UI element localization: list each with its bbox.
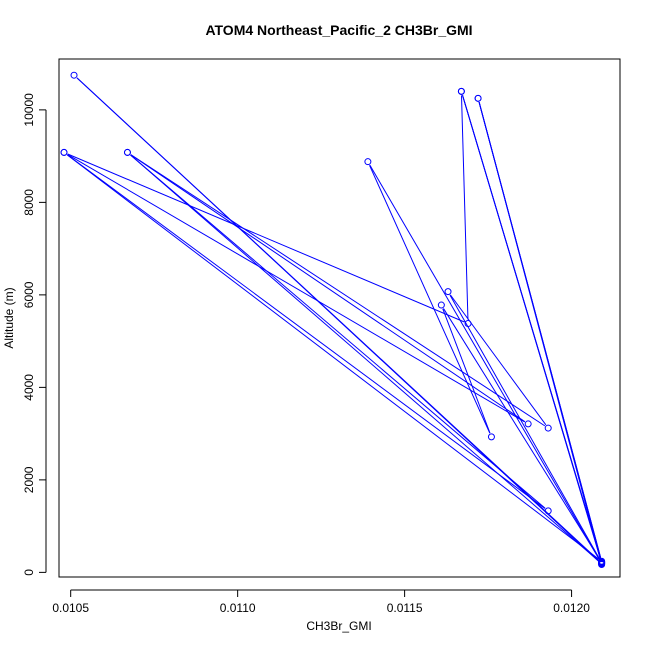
data-point — [123, 148, 131, 156]
series-line-segment — [443, 308, 600, 560]
series-points — [60, 71, 606, 569]
series-line-segment — [460, 95, 469, 320]
series-line-segment — [442, 308, 491, 434]
series-line-segment — [130, 154, 546, 509]
series-line-segment — [462, 95, 601, 559]
series-line-segment — [478, 102, 602, 561]
y-tick-label: 8000 — [22, 189, 36, 216]
data-point — [364, 158, 372, 166]
series-line-segment — [66, 154, 546, 509]
series-line-segment — [449, 294, 547, 426]
data-point — [544, 424, 552, 432]
series-line-segment — [67, 154, 525, 423]
x-ticks: 0.0105 0.0110 0.0115 0.0120 — [52, 590, 590, 615]
series-lines — [66, 77, 602, 562]
x-tick-label: 0.0120 — [553, 601, 590, 615]
data-point — [70, 71, 78, 79]
x-tick-label: 0.0115 — [387, 601, 423, 615]
x-axis-label: CH3Br_GMI — [306, 619, 371, 633]
data-point — [544, 507, 552, 515]
y-ticks: 0 2000 4000 6000 8000 10000 — [22, 93, 46, 576]
series-line-segment — [130, 154, 546, 427]
y-tick-label: 10000 — [22, 93, 36, 127]
plot-frame — [58, 58, 621, 578]
series-line-segment — [369, 165, 491, 434]
data-point — [487, 433, 495, 441]
x-axis: 0.0105 0.0110 0.0115 0.0120 — [52, 589, 590, 615]
x-tick-label: 0.0105 — [52, 601, 89, 615]
y-tick-label: 2000 — [22, 466, 36, 493]
data-point — [464, 320, 472, 328]
y-tick-label: 4000 — [22, 374, 36, 401]
y-axis: 0 2000 4000 6000 8000 10000 — [22, 93, 47, 576]
data-point — [598, 558, 606, 566]
data-point — [457, 87, 465, 95]
chart-title: ATOM4 Northeast_Pacific_2 CH3Br_GMI — [205, 22, 472, 38]
data-point — [60, 148, 68, 156]
data-point — [437, 301, 445, 309]
data-point — [444, 288, 452, 296]
x-tick-label: 0.0110 — [220, 601, 256, 615]
data-point — [524, 420, 532, 428]
series-line-segment — [66, 154, 599, 560]
series-line-segment — [369, 164, 601, 561]
y-axis-label: Altitude (m) — [2, 287, 16, 348]
series-line-segment — [130, 154, 599, 562]
y-tick-label: 0 — [22, 569, 36, 576]
series-line-segment — [130, 154, 526, 423]
y-tick-label: 6000 — [22, 281, 36, 308]
data-point — [598, 561, 606, 569]
plot-area — [58, 58, 621, 578]
series-line-segment — [449, 294, 601, 560]
series-line-segment — [67, 153, 465, 323]
data-point — [474, 94, 482, 102]
